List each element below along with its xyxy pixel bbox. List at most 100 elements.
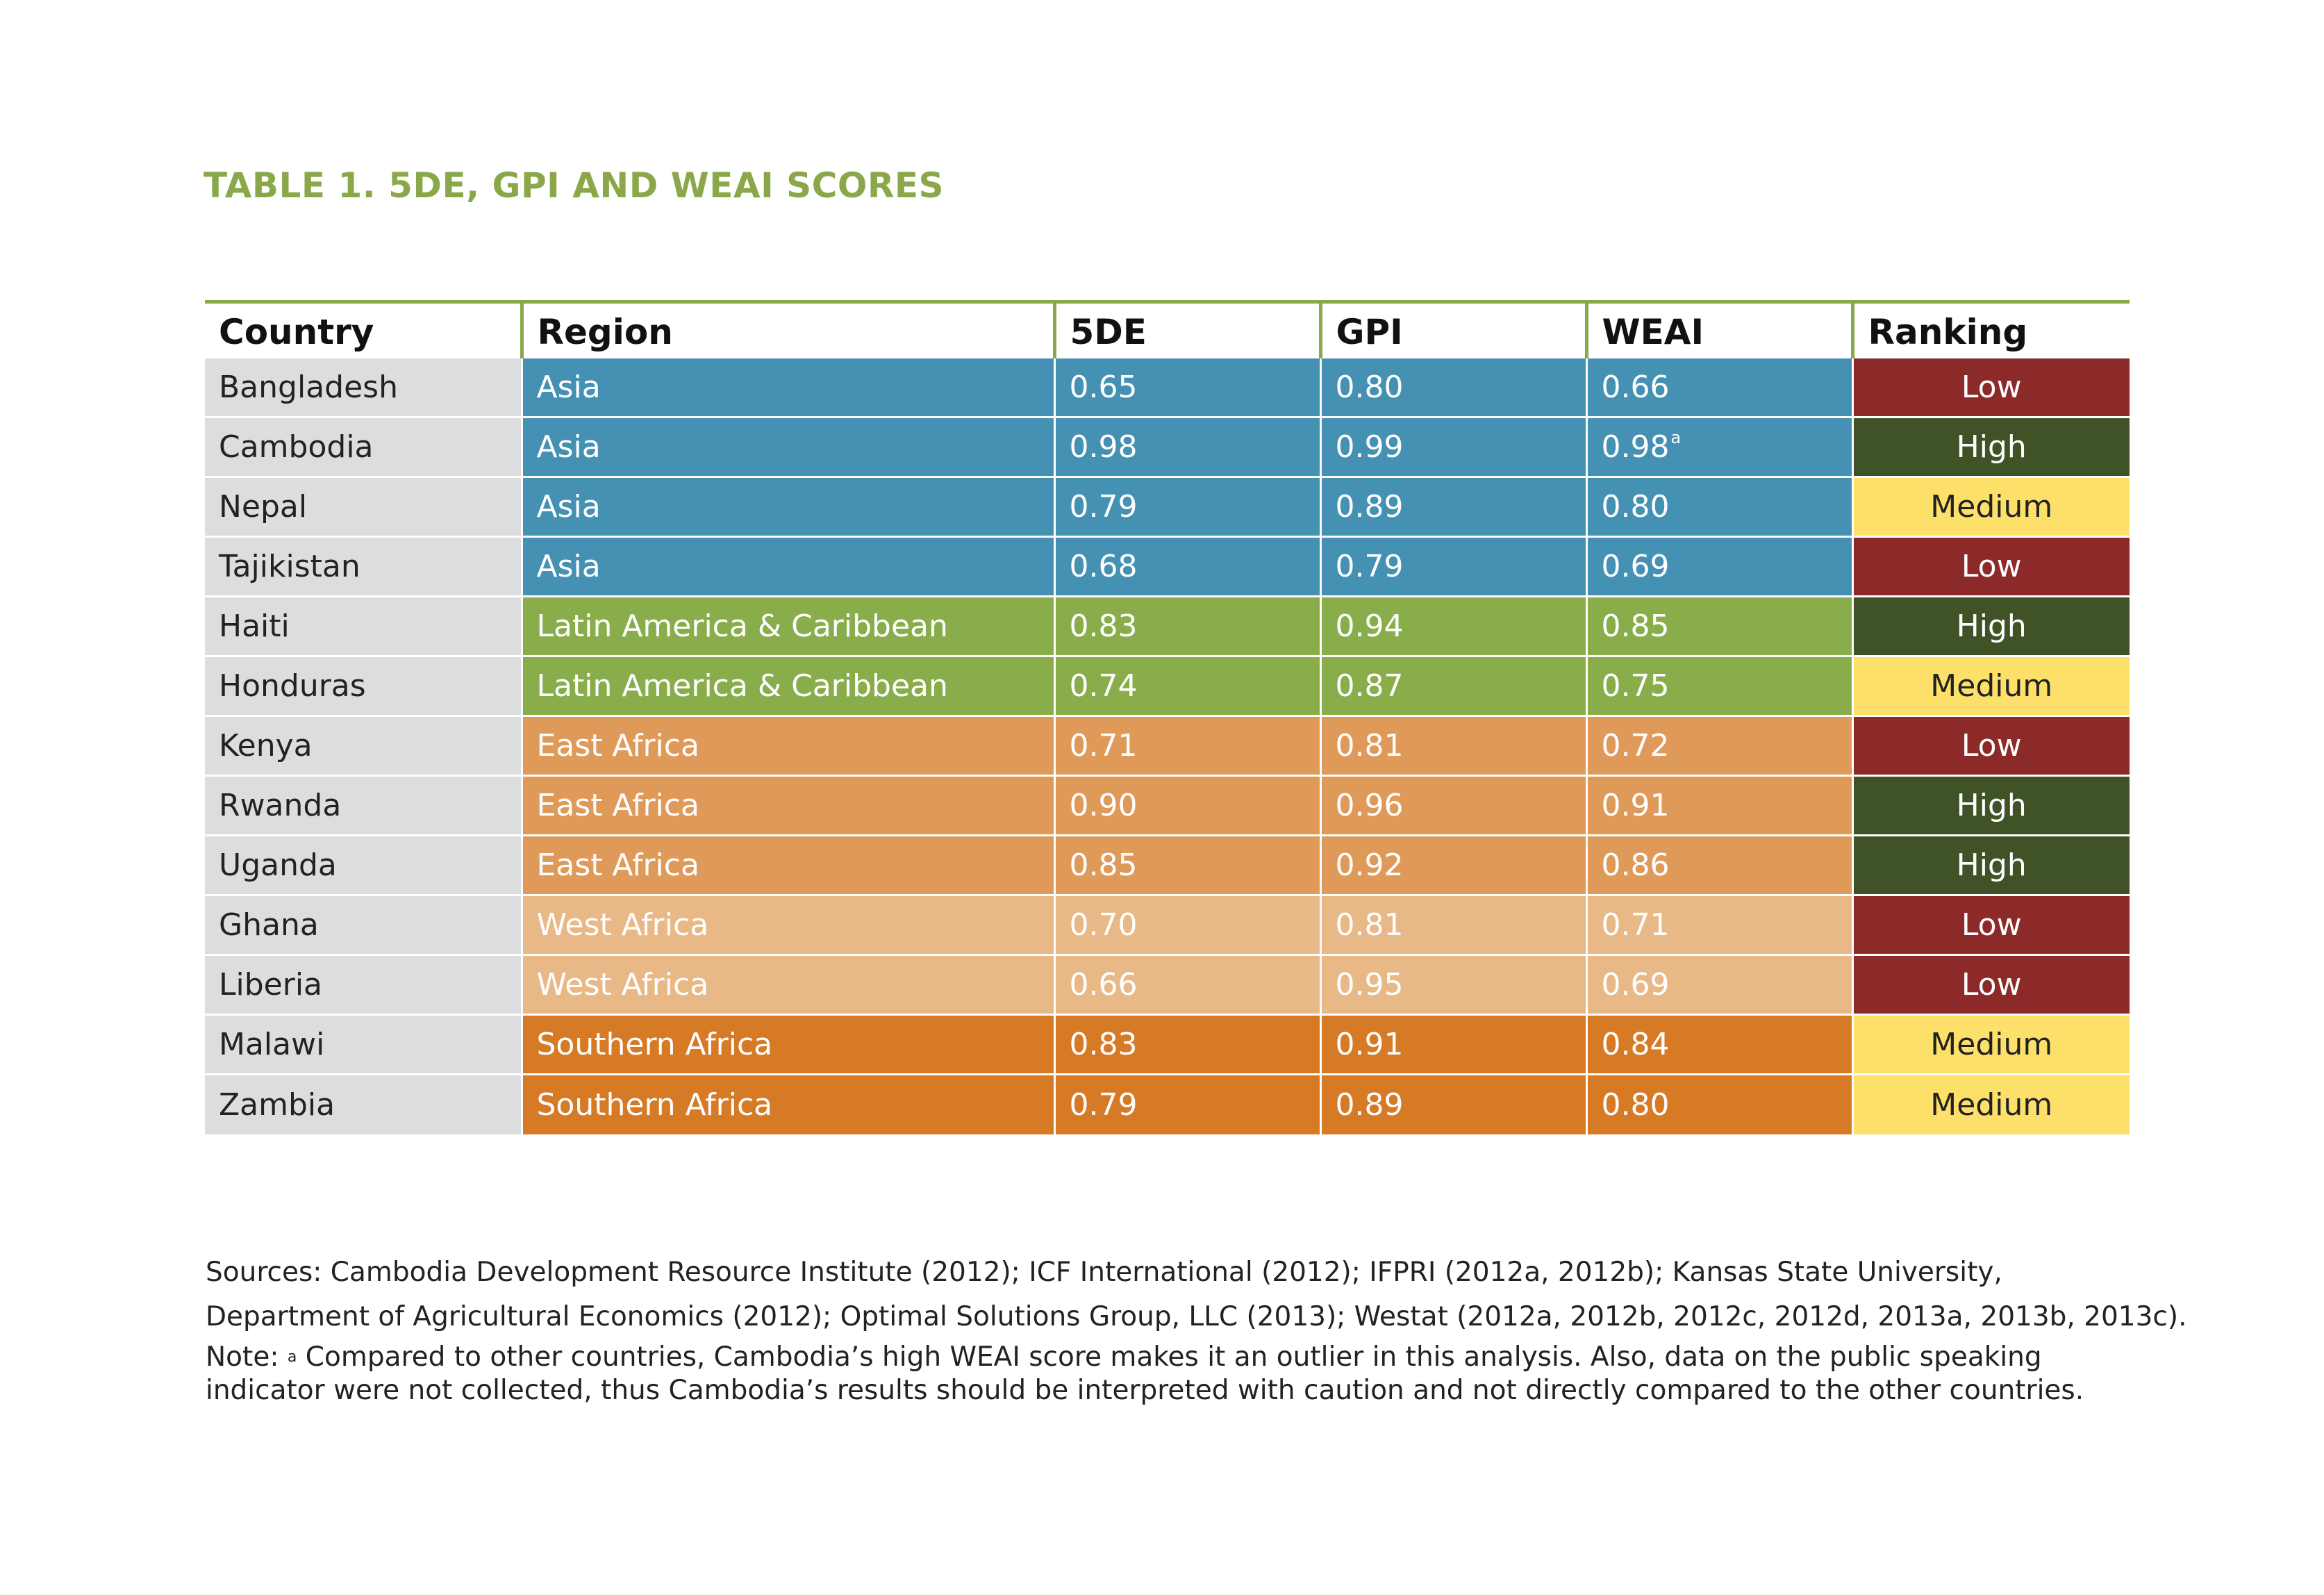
weai-value: 0.84 — [1601, 1027, 1670, 1062]
header-ranking: Ranking — [1850, 300, 2130, 358]
table-row: Rwanda East Africa 0.90 0.96 0.91 High — [205, 775, 2130, 836]
weai-value: 0.80 — [1601, 1086, 1670, 1123]
table-row: Tajikistan Asia 0.68 0.79 0.69 Low — [205, 536, 2130, 597]
weai-value: 0.91 — [1601, 788, 1670, 823]
table-row: Honduras Latin America & Caribbean 0.74 0.8… — [205, 655, 2130, 716]
weai-value: 0.69 — [1601, 967, 1670, 1002]
weai-value: 0.75 — [1601, 668, 1670, 704]
table-row: Kenya East Africa 0.71 0.81 0.72 Low — [205, 715, 2130, 776]
5de-cell: 0.66 — [1053, 954, 1320, 1015]
weai-value: 0.80 — [1601, 489, 1670, 524]
weai-value: 0.72 — [1601, 728, 1670, 763]
region-cell: Asia — [520, 416, 1054, 477]
gpi-cell: 0.89 — [1319, 1073, 1586, 1134]
gpi-cell: 0.99 — [1319, 416, 1586, 477]
note-text: Compared to other countries, Cambodia’s … — [206, 1341, 2084, 1406]
country-cell: Tajikistan — [205, 536, 522, 597]
region-cell: East Africa — [520, 715, 1054, 776]
5de-cell: 0.79 — [1053, 476, 1320, 537]
ranking-cell: Low — [1851, 894, 2130, 955]
5de-cell: 0.70 — [1053, 894, 1320, 955]
header-gpi: GPI — [1318, 300, 1586, 358]
5de-cell: 0.71 — [1053, 715, 1320, 776]
5de-cell: 0.98 — [1053, 416, 1320, 477]
country-cell: Kenya — [205, 715, 522, 776]
weai-cell: 0.98a — [1585, 416, 1852, 477]
5de-cell: 0.79 — [1053, 1073, 1320, 1134]
region-cell: West Africa — [520, 894, 1054, 955]
gpi-cell: 0.94 — [1319, 595, 1586, 656]
country-cell: Honduras — [205, 655, 522, 716]
note-prefix: Note: — [206, 1341, 279, 1373]
weai-cell: 0.84 — [1585, 1014, 1852, 1075]
note-marker: a — [287, 1348, 297, 1366]
gpi-cell: 0.81 — [1319, 715, 1586, 776]
table-title: TABLE 1. 5DE, GPI AND WEAI SCORES — [204, 165, 945, 206]
ranking-cell: Medium — [1851, 655, 2130, 716]
gpi-cell: 0.91 — [1319, 1014, 1586, 1075]
gpi-cell: 0.95 — [1319, 954, 1586, 1015]
region-cell: Latin America & Caribbean — [520, 655, 1054, 716]
country-cell: Ghana — [205, 894, 522, 955]
weai-cell: 0.86 — [1585, 834, 1852, 895]
region-cell: Southern Africa — [520, 1014, 1054, 1075]
5de-cell: 0.74 — [1053, 655, 1320, 716]
ranking-cell: High — [1851, 834, 2130, 895]
notes: Sources: Cambodia Development Resource I… — [206, 1250, 2187, 1407]
region-cell: Asia — [520, 356, 1054, 418]
ranking-cell: Medium — [1851, 1014, 2130, 1075]
table-row: Liberia West Africa 0.66 0.95 0.69 Low — [205, 954, 2130, 1015]
region-cell: East Africa — [520, 834, 1054, 895]
gpi-cell: 0.87 — [1319, 655, 1586, 716]
country-cell: Nepal — [205, 476, 522, 537]
table-row: Uganda East Africa 0.85 0.92 0.86 High — [205, 834, 2130, 895]
footnote: Note: a Compared to other countries, Cam… — [206, 1341, 2150, 1407]
ranking-cell: High — [1851, 775, 2130, 836]
region-cell: Latin America & Caribbean — [520, 595, 1054, 656]
footnote-marker: a — [1670, 428, 1682, 447]
scores-table: Country Region 5DE GPI WEAI Ranking Bang… — [205, 300, 2130, 1134]
table-row: Haiti Latin America & Caribbean 0.83 0.94 0.… — [205, 595, 2130, 656]
table-row: Nepal Asia 0.79 0.89 0.80 Medium — [205, 476, 2130, 537]
weai-value: 0.85 — [1601, 609, 1670, 644]
table-row: Zambia Southern Africa 0.79 0.89 0.80 Medium — [205, 1073, 2130, 1134]
table-row: Malawi Southern Africa 0.83 0.91 0.84 Medium — [205, 1014, 2130, 1075]
country-cell: Bangladesh — [205, 356, 522, 418]
ranking-cell: Low — [1851, 954, 2130, 1015]
5de-cell: 0.83 — [1053, 595, 1320, 656]
weai-cell: 0.66 — [1585, 356, 1852, 418]
ranking-cell: Medium — [1851, 1073, 2130, 1134]
ranking-cell: Low — [1851, 715, 2130, 776]
weai-cell: 0.69 — [1585, 954, 1852, 1015]
weai-value: 0.69 — [1601, 549, 1670, 584]
country-cell: Zambia — [205, 1073, 522, 1134]
header-country: Country — [205, 300, 522, 358]
weai-cell: 0.80 — [1585, 476, 1852, 537]
weai-cell: 0.69 — [1585, 536, 1852, 597]
ranking-cell: Low — [1851, 536, 2130, 597]
weai-value: 0.86 — [1601, 848, 1670, 883]
header-row: Country Region 5DE GPI WEAI Ranking — [205, 300, 2130, 358]
header-weai: WEAI — [1584, 300, 1852, 358]
gpi-cell: 0.89 — [1319, 476, 1586, 537]
country-cell: Uganda — [205, 834, 522, 895]
region-cell: West Africa — [520, 954, 1054, 1015]
weai-value: 0.98 — [1601, 429, 1670, 465]
ranking-cell: High — [1851, 416, 2130, 477]
gpi-cell: 0.81 — [1319, 894, 1586, 955]
weai-value: 0.66 — [1601, 370, 1670, 405]
table-row: Bangladesh Asia 0.65 0.80 0.66 Low — [205, 356, 2130, 418]
gpi-cell: 0.80 — [1319, 356, 1586, 418]
ranking-cell: Medium — [1851, 476, 2130, 537]
country-cell: Malawi — [205, 1014, 522, 1075]
sources-line-2: Department of Agricultural Economics (20… — [206, 1301, 2187, 1332]
table-row: Cambodia Asia 0.98 0.99 0.98a High — [205, 416, 2130, 477]
sources-line-1: Sources: Cambodia Development Resource I… — [206, 1257, 2002, 1288]
weai-cell: 0.75 — [1585, 655, 1852, 716]
weai-cell: 0.91 — [1585, 775, 1852, 836]
weai-cell: 0.71 — [1585, 894, 1852, 955]
header-region: Region — [520, 300, 1054, 358]
country-cell: Cambodia — [205, 416, 522, 477]
weai-cell: 0.85 — [1585, 595, 1852, 656]
gpi-cell: 0.96 — [1319, 775, 1586, 836]
